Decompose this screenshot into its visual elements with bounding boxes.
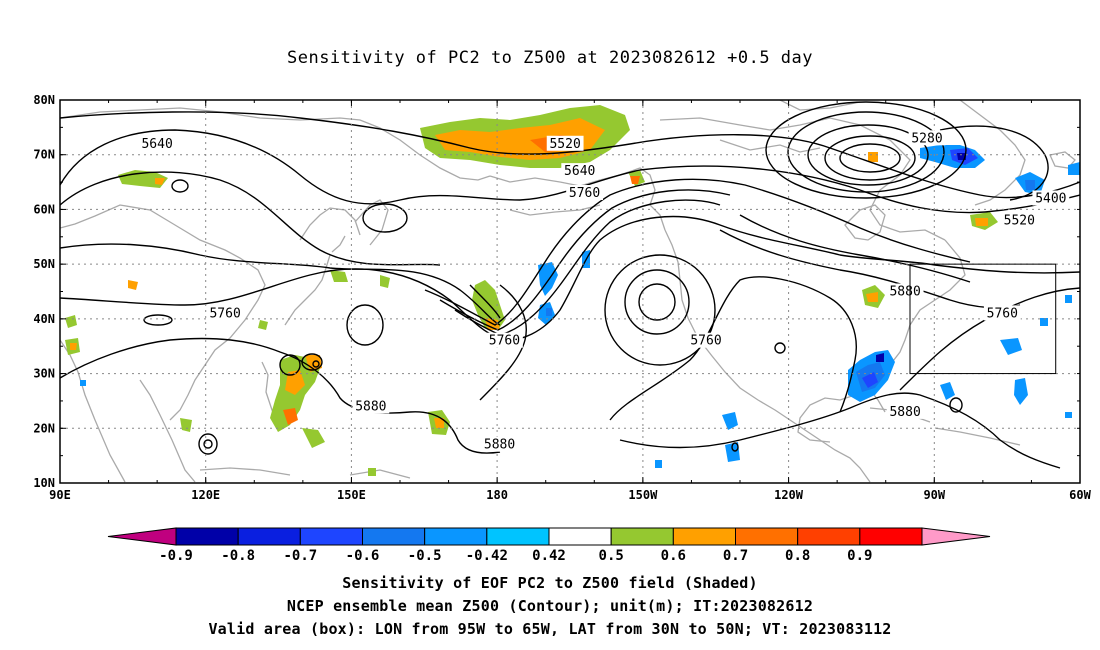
contour-label: 5760 (690, 334, 721, 349)
contour-label: 5880 (355, 399, 386, 414)
caption-valid-area: Valid area (box): LON from 95W to 65W, L… (208, 620, 892, 638)
colorbar-segment (548, 527, 612, 546)
contour-label: 5880 (889, 405, 920, 420)
colorbar-tick-label: -0.8 (221, 548, 255, 564)
contour-labels: 5640 552056405760528054005520588057605760… (138, 130, 1070, 453)
colorbar-segment (299, 527, 364, 546)
colorbar-tick-label: 0.7 (723, 548, 748, 564)
lat-tick-label: 30N (33, 367, 55, 381)
contour-label-bg (138, 135, 176, 151)
contour-label: 5880 (484, 438, 515, 453)
lat-tick-label: 50N (33, 257, 55, 271)
colorbar-high-extension (921, 527, 991, 546)
contour-label-bg (886, 403, 924, 419)
contour-label-bg (886, 283, 924, 299)
contour-label-bg (486, 332, 523, 348)
longitude-axis: 90E 120E 150E 180 150W 120W 90W 60W (49, 100, 1092, 500)
colorbar-tick-label: 0.42 (532, 548, 566, 564)
colorbar-tick-label: 0.8 (785, 548, 810, 564)
colorbar-segment (486, 527, 550, 546)
sensitivity-map: 5640 552056405760528054005520588057605760… (33, 93, 1092, 500)
colorbar-segment (610, 527, 674, 546)
contour-label: 5880 (889, 285, 920, 300)
colorbar-segment (735, 527, 799, 546)
figure-title: Sensitivity of PC2 to Z500 at 2023082612… (286, 48, 813, 68)
lon-tick-label: 180 (486, 488, 508, 500)
contour-label-bg (352, 398, 390, 414)
lon-tick-label: 120E (191, 488, 220, 500)
colorbar-tick-label: -0.42 (466, 548, 508, 564)
contour-label-bg (481, 436, 518, 452)
colorbar-segment (175, 527, 239, 546)
colorbar-segment (859, 527, 923, 546)
contour-label-bg (908, 130, 946, 146)
contour-label-bg (206, 305, 244, 321)
contour-label-bg (546, 135, 584, 151)
contour-label: 5760 (569, 186, 600, 201)
contour-label: 5640 (564, 164, 595, 179)
contour-label-bg (566, 185, 603, 201)
lon-tick-label: 150E (337, 488, 366, 500)
colorbar-tick-label: 0.6 (661, 548, 686, 564)
lat-tick-label: 20N (33, 421, 55, 435)
contour-label: 5520 (549, 137, 580, 152)
contour-label: 5640 (141, 137, 172, 152)
colorbar-boxes (107, 527, 991, 546)
colorbar-labels: -0.9 -0.8 -0.7 -0.6 -0.5 -0.42 0.42 0.5 0.6 0.7 0.… (159, 548, 872, 564)
contour-label-bg (983, 305, 1021, 321)
lon-tick-label: 90E (49, 488, 71, 500)
contour-label: 5400 (1035, 191, 1066, 206)
colorbar-segment (362, 527, 426, 546)
contour-label-bg (687, 332, 725, 348)
colorbar-tick-label: 0.5 (599, 548, 624, 564)
colorbar-tick-label: -0.7 (283, 548, 317, 564)
colorbar-tick-label: -0.6 (346, 548, 380, 564)
contour-label-bg (1032, 190, 1070, 206)
contour-label: 5760 (489, 334, 520, 349)
lat-tick-label: 60N (33, 202, 55, 216)
contour-label: 5280 (911, 131, 942, 146)
colorbar-tick-label: -0.9 (159, 548, 193, 564)
lon-tick-label: 150W (628, 488, 658, 500)
lon-tick-label: 120W (774, 488, 804, 500)
lon-tick-label: 90W (923, 488, 945, 500)
caption-shading: Sensitivity of EOF PC2 to Z500 field (Sh… (342, 574, 758, 592)
contour-label: 5520 (1004, 213, 1035, 228)
colorbar-segment (672, 527, 736, 546)
colorbar-segment (237, 527, 301, 546)
lon-tick-label: 60W (1069, 488, 1091, 500)
lat-tick-label: 80N (33, 93, 55, 107)
contour-label-bg (1000, 212, 1038, 228)
valid-area-box (909, 263, 1057, 375)
colorbar-low-extension (107, 527, 177, 546)
z500-contours (60, 101, 1080, 469)
lat-tick-label: 10N (33, 476, 55, 490)
colorbar-tick-label: 0.9 (847, 548, 872, 564)
latitude-axis: 80N 70N 60N 50N 40N 30N 20N 10N (33, 93, 1080, 490)
colorbar-segment (797, 527, 861, 546)
caption-contour: NCEP ensemble mean Z500 (Contour); unit(… (286, 597, 814, 615)
contour-label-bg (561, 163, 599, 179)
lat-tick-label: 40N (33, 312, 55, 326)
contour-label: 5760 (987, 306, 1018, 321)
colorbar-tick-label: -0.5 (408, 548, 442, 564)
colorbar-segment (424, 527, 488, 546)
lat-tick-label: 70N (33, 148, 55, 162)
contour-label: 5760 (209, 306, 240, 321)
